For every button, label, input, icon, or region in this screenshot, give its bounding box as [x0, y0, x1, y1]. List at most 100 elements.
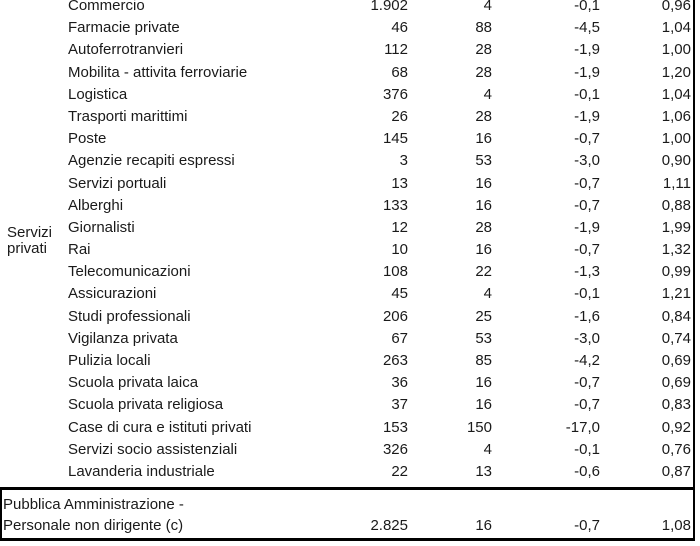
- value-cell: -0,7: [574, 130, 600, 148]
- value-cell: 1,00: [661, 130, 691, 148]
- value-cell: -4,5: [574, 19, 600, 37]
- value-cell: 0,87: [661, 462, 691, 480]
- table-row: Logistica 376 4 -0,1 1,04: [0, 84, 693, 106]
- value-cell: -0,1: [574, 285, 600, 303]
- value-cell: 1,00: [661, 41, 691, 59]
- footer-value-cell: 2.825: [370, 517, 408, 534]
- row-label: Trasporti marittimi: [68, 107, 188, 125]
- value-cell: -1,9: [574, 41, 600, 59]
- value-cell: 206: [382, 307, 408, 325]
- value-cell: 53: [475, 329, 492, 347]
- value-cell: 13: [475, 462, 492, 480]
- row-label: Giornalisti: [68, 218, 135, 236]
- value-cell: 0,84: [661, 307, 691, 325]
- value-cell: -1,9: [574, 63, 600, 81]
- value-cell: 4: [483, 85, 492, 103]
- table-row: Trasporti marittimi 26 28 -1,9 1,06: [0, 106, 693, 128]
- value-cell: 1,04: [661, 19, 691, 37]
- value-cell: 46: [391, 19, 408, 37]
- table-right-border: [693, 0, 695, 541]
- table-row: Agenzie recapiti espressi 3 53 -3,0 0,90: [0, 150, 693, 172]
- table-row: Lavanderia industriale 22 13 -0,6 0,87: [0, 461, 693, 483]
- value-cell: 53: [475, 152, 492, 170]
- value-cell: -3,0: [574, 152, 600, 170]
- footer-label: Pubblica Amministrazione - Personale non…: [2, 490, 308, 538]
- value-cell: 3: [399, 152, 408, 170]
- value-cell: 16: [475, 396, 492, 414]
- value-cell: 326: [382, 440, 408, 458]
- value-cell: -1,3: [574, 263, 600, 281]
- footer-row: Pubblica Amministrazione - Personale non…: [0, 487, 693, 541]
- row-label: Servizi portuali: [68, 174, 167, 192]
- table-row: Commercio 1.902 4 -0,1 0,96: [0, 0, 693, 17]
- value-cell: 1,11: [662, 174, 691, 192]
- table-row: Autoferrotranvieri 112 28 -1,9 1,00: [0, 39, 693, 61]
- row-label: Logistica: [68, 85, 128, 103]
- value-cell: 22: [475, 263, 492, 281]
- table-row: Scuola privata laica 36 16 -0,7 0,69: [0, 372, 693, 394]
- table-row: Scuola privata religiosa 37 16 -0,7 0,83: [0, 394, 693, 416]
- table-body: Commercio 1.902 4 -0,1 0,96 Farmacie private 4…: [0, 0, 693, 483]
- value-cell: 45: [391, 285, 408, 303]
- value-cell: 0,96: [661, 0, 691, 14]
- value-cell: 0,69: [661, 352, 691, 369]
- table-row: Poste 145 16 -0,7 1,00: [0, 128, 693, 150]
- value-cell: -0,1: [574, 0, 600, 14]
- value-cell: -17,0: [565, 418, 600, 436]
- value-cell: -0,7: [574, 174, 600, 192]
- table-row: Studi professionali 206 25 -1,6 0,84: [0, 306, 693, 328]
- value-cell: 13: [391, 174, 408, 192]
- value-cell: 28: [475, 41, 492, 59]
- value-cell: 1,21: [661, 285, 691, 303]
- row-label: Scuola privata religiosa: [68, 396, 224, 414]
- value-cell: 108: [382, 263, 408, 281]
- row-label: Studi professionali: [68, 307, 191, 325]
- table-row: Case di cura e istituti privati 153 150 -17…: [0, 417, 693, 439]
- value-cell: 0,69: [661, 374, 691, 392]
- value-cell: -1,6: [574, 307, 600, 325]
- value-cell: -0,1: [574, 85, 600, 103]
- value-cell: -4,2: [574, 352, 600, 369]
- value-cell: 1,06: [661, 107, 691, 125]
- value-cell: -0,6: [574, 462, 600, 480]
- value-cell: 16: [475, 196, 492, 214]
- table-row: Alberghi 133 16 -0,7 0,88: [0, 195, 693, 217]
- value-cell: 22: [391, 462, 408, 480]
- value-cell: -0,7: [574, 196, 600, 214]
- value-cell: 376: [382, 85, 408, 103]
- row-group-label: Servizi privati: [7, 224, 53, 257]
- value-cell: 88: [475, 19, 492, 37]
- footer-value-cell: -0,7: [574, 517, 600, 534]
- row-label: Vigilanza privata: [68, 329, 178, 347]
- value-cell: 4: [483, 285, 492, 303]
- value-cell: 28: [475, 107, 492, 125]
- row-label: Servizi socio assistenziali: [68, 440, 238, 458]
- value-cell: 0,88: [661, 196, 691, 214]
- value-cell: 145: [382, 130, 408, 148]
- value-cell: 16: [475, 374, 492, 392]
- footer-label-line2: Personale non dirigente (c): [3, 517, 184, 534]
- row-label: Telecomunicazioni: [68, 263, 191, 281]
- footer-value-cell: 16: [475, 517, 492, 534]
- row-label: Scuola privata laica: [68, 374, 199, 392]
- value-cell: 153: [382, 418, 408, 436]
- value-cell: 36: [391, 374, 408, 392]
- value-cell: 85: [475, 352, 492, 369]
- row-label: Poste: [68, 130, 107, 148]
- value-cell: 1.902: [370, 0, 408, 14]
- footer-value-cell: 1,08: [661, 517, 691, 534]
- table-row: Assicurazioni 45 4 -0,1 1,21: [0, 283, 693, 305]
- value-cell: 1,32: [661, 241, 691, 259]
- row-label: Case di cura e istituti privati: [68, 418, 252, 436]
- value-cell: 68: [391, 63, 408, 81]
- row-label: Assicurazioni: [68, 285, 157, 303]
- value-cell: 12: [391, 218, 408, 236]
- row-label: Autoferrotranvieri: [68, 41, 184, 59]
- table-row: Mobilita - attivita ferroviarie 68 28 -1,9 1…: [0, 62, 693, 84]
- table-row: Pulizia locali 263 85 -4,2 0,69: [0, 350, 693, 372]
- value-cell: 1,20: [661, 63, 691, 81]
- row-label: Mobilita - attivita ferroviarie: [68, 63, 248, 81]
- row-label: Lavanderia industriale: [68, 462, 215, 480]
- table-row: Servizi socio assistenziali 326 4 -0,1 0,76: [0, 439, 693, 461]
- value-cell: 16: [475, 130, 492, 148]
